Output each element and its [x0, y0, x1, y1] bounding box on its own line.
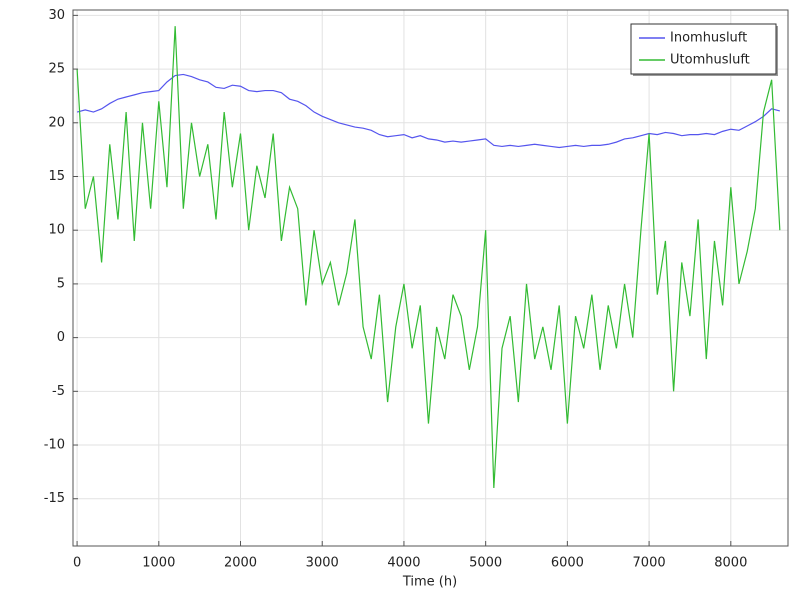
x-tick-label: 6000 — [551, 556, 584, 571]
x-tick-label: 2000 — [224, 556, 257, 571]
y-tick-label: 15 — [48, 169, 65, 184]
x-tick-label: 3000 — [306, 556, 339, 571]
x-tick-label: 1000 — [142, 556, 175, 571]
x-tick-label: 7000 — [633, 556, 666, 571]
series-line — [76, 26, 781, 489]
x-tick-label: 4000 — [387, 556, 420, 571]
series-line — [76, 73, 780, 149]
y-tick-label: 10 — [48, 223, 65, 238]
plot — [76, 26, 781, 489]
legend-label: Utomhusluft — [670, 53, 750, 68]
x-tick-label: 5000 — [469, 556, 502, 571]
y-tick-label: 20 — [48, 115, 65, 130]
grid — [73, 10, 788, 546]
y-tick-label: -5 — [52, 384, 65, 399]
plot-frame — [72, 9, 789, 547]
y-tick-label: 30 — [48, 8, 65, 23]
x-tick-label: 0 — [73, 556, 81, 571]
y-tick-label: 0 — [57, 330, 65, 345]
legend-label: Inomhusluft — [670, 31, 747, 46]
y-tick-label: -10 — [44, 438, 65, 453]
y-tick-label: 5 — [57, 276, 65, 291]
y-tick-label: 25 — [48, 62, 65, 77]
x-tick-label: 8000 — [714, 556, 747, 571]
y-tick-label: -15 — [44, 491, 65, 506]
x-axis-label: Time (h) — [402, 575, 457, 590]
legend-box — [630, 23, 777, 75]
axes: 0 1000 2000 3000 4000 5000 6000 7000 8000 -15 -10 -… — [44, 8, 778, 571]
